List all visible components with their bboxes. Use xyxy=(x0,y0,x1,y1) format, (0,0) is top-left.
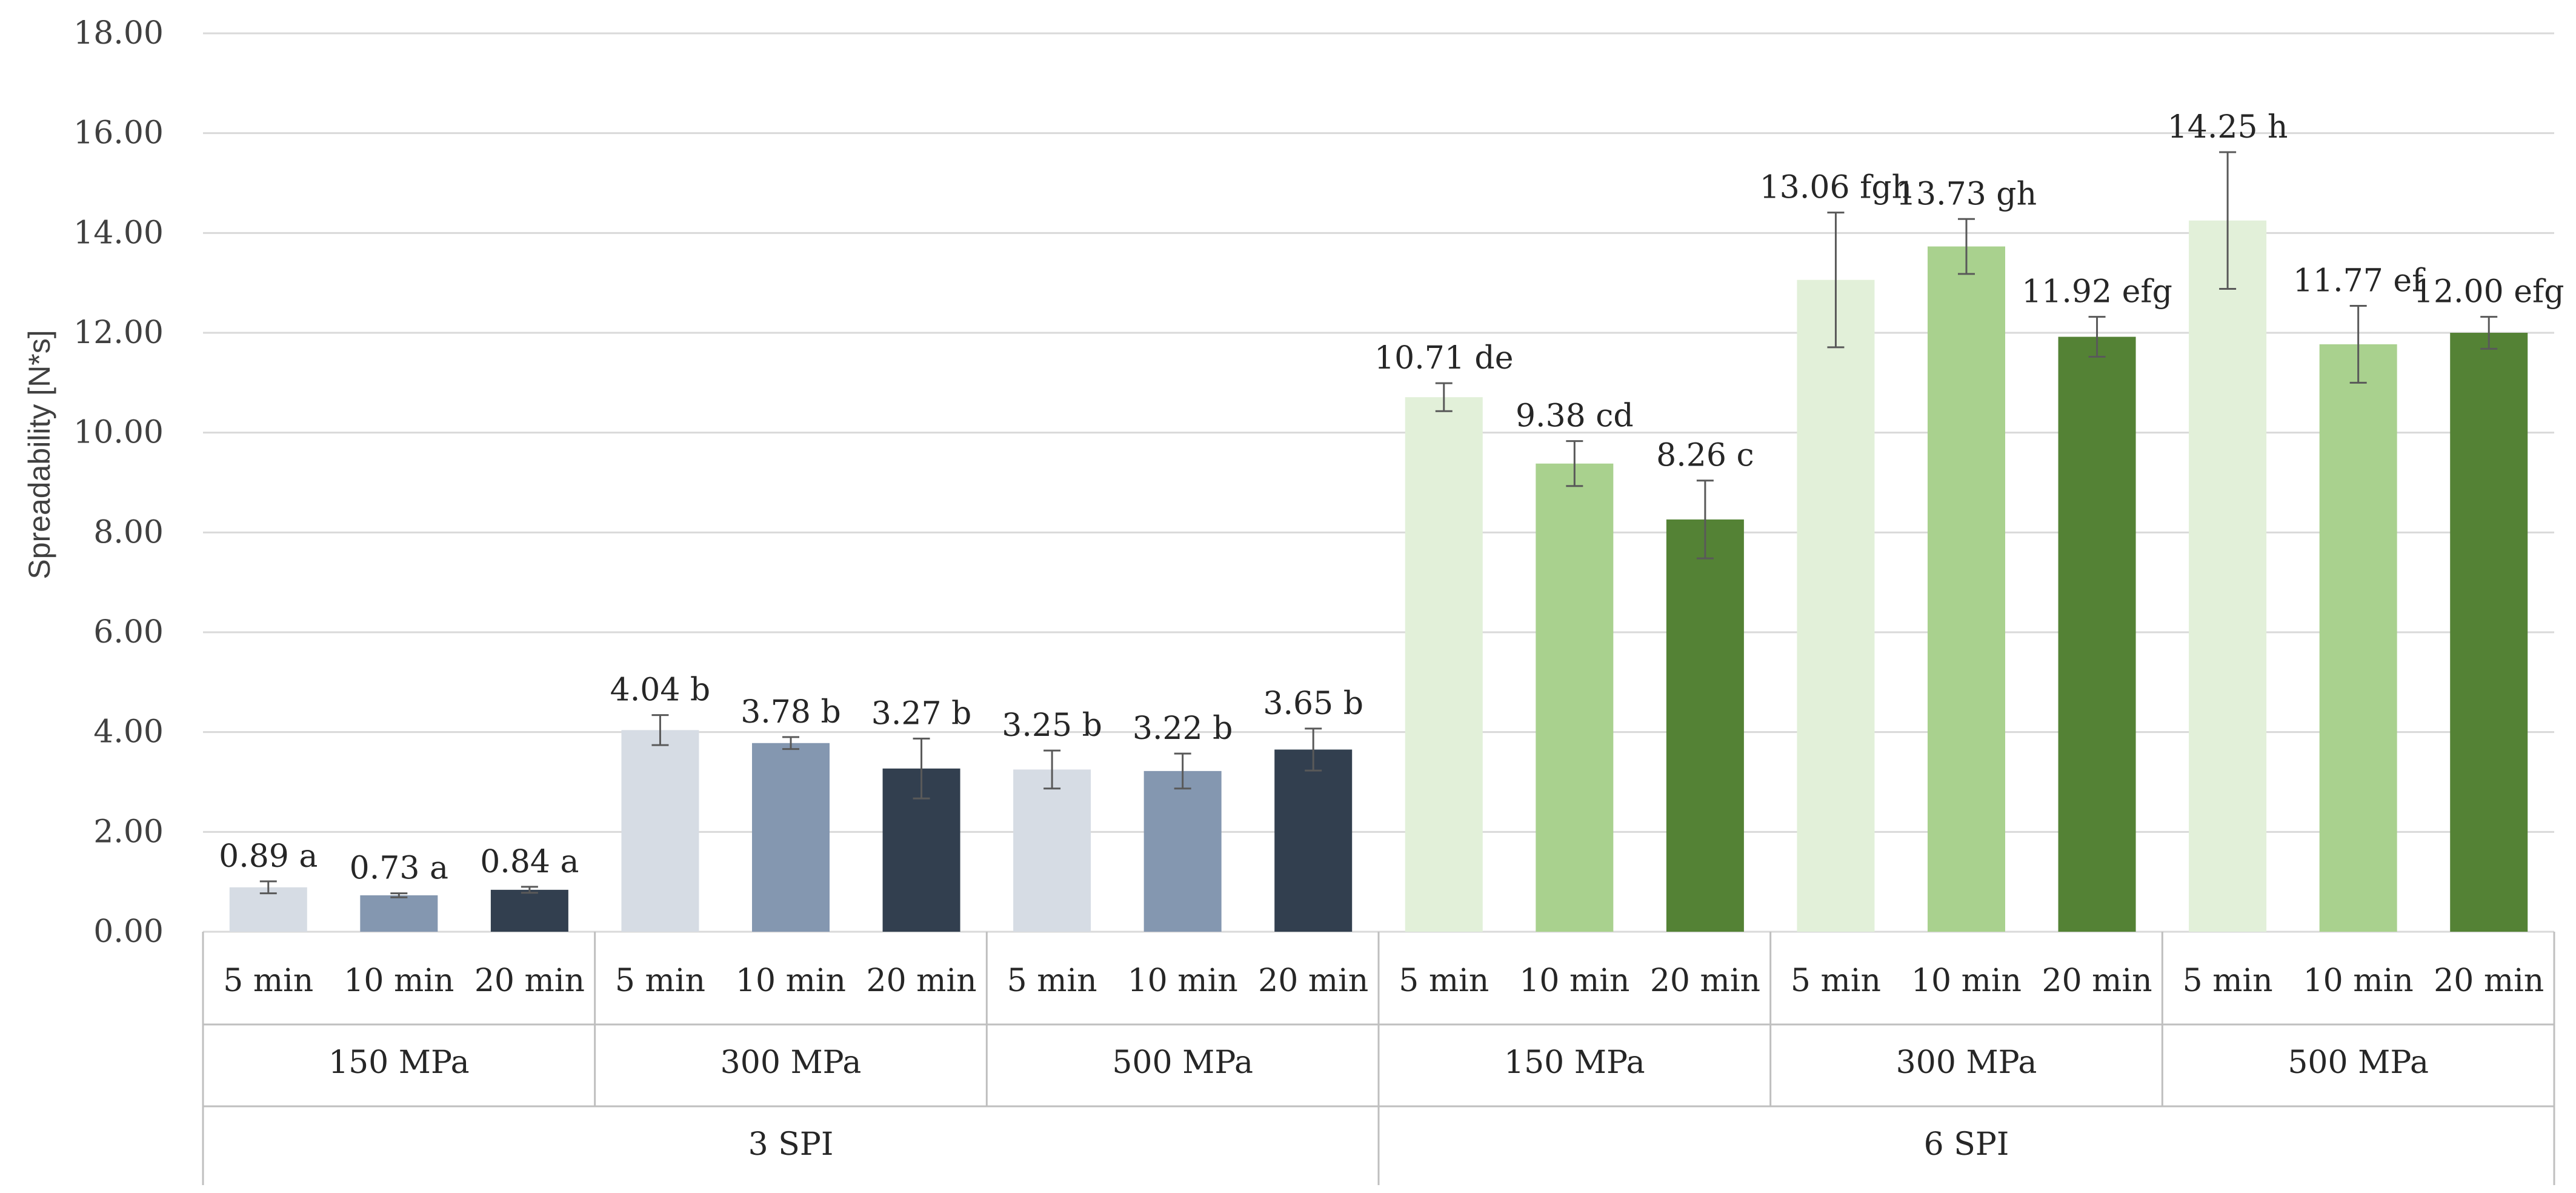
y-tick-label: 18.00 xyxy=(73,15,164,52)
bar xyxy=(2058,336,2136,932)
error-bar xyxy=(521,886,538,894)
bar xyxy=(2319,344,2397,932)
y-tick-label: 16.00 xyxy=(73,115,164,152)
y-tick-label: 14.00 xyxy=(73,215,164,251)
gridlines xyxy=(203,32,2554,933)
bar xyxy=(229,887,307,932)
y-tick-label: 6.00 xyxy=(93,614,164,650)
y-tick-label: 10.00 xyxy=(73,415,164,451)
data-label: 14.25 h xyxy=(2168,109,2288,145)
data-label: 3.27 b xyxy=(871,695,972,732)
y-axis-ticks: 0.00 2.00 4.00 6.00 8.00 10.00 12.00 14.00 16.00… xyxy=(73,15,164,950)
data-label: 0.84 a xyxy=(480,844,579,880)
x-axis-categories: 5 min 10 min 20 min 5 min 10 min 20 min 5 min 1… xyxy=(202,932,2555,1185)
axis-separators xyxy=(202,932,2555,1185)
data-label: 0.89 a xyxy=(219,838,318,875)
bar xyxy=(2450,333,2528,932)
data-label: 3.25 b xyxy=(1002,707,1102,744)
x-tick-label-time: 20 min xyxy=(1258,963,1368,999)
data-label: 11.77 ef xyxy=(2293,263,2426,299)
error-bar xyxy=(1043,749,1061,790)
error-bar xyxy=(2480,316,2498,350)
x-tick-label-time: 10 min xyxy=(736,963,846,999)
error-bar xyxy=(2349,305,2367,384)
y-tick-label: 12.00 xyxy=(73,315,164,351)
error-bar xyxy=(1435,382,1453,412)
x-tick-label-pressure: 150 MPa xyxy=(328,1044,470,1081)
bar xyxy=(1405,397,1483,932)
x-tick-label-time: 5 min xyxy=(2183,963,2273,999)
data-label: 11.92 efg xyxy=(2022,274,2172,310)
bar xyxy=(490,889,568,932)
y-tick-label: 8.00 xyxy=(93,514,164,550)
bar xyxy=(1274,749,1353,932)
error-bar xyxy=(1827,212,1845,349)
data-label: 3.22 b xyxy=(1133,710,1233,747)
bar xyxy=(1928,246,2005,932)
x-tick-label-time: 20 min xyxy=(2434,963,2544,999)
x-tick-label-time: 20 min xyxy=(2042,963,2152,999)
x-tick-label-time: 5 min xyxy=(1791,963,1881,999)
error-bar xyxy=(259,880,277,895)
data-label: 3.65 b xyxy=(1263,686,1363,722)
error-bar xyxy=(1174,752,1191,790)
error-bar xyxy=(913,737,930,800)
bars xyxy=(229,220,2528,932)
data-label: 3.78 b xyxy=(741,694,841,730)
y-tick-label: 4.00 xyxy=(93,714,164,750)
error-bar xyxy=(2088,316,2106,358)
y-tick-label: 2.00 xyxy=(93,814,164,850)
x-tick-label-time: 10 min xyxy=(2303,963,2414,999)
data-label: 0.73 a xyxy=(350,850,448,887)
x-tick-label-pressure: 500 MPa xyxy=(1112,1044,1253,1081)
error-bar xyxy=(782,736,799,750)
data-label: 8.26 c xyxy=(1656,438,1754,474)
error-bar xyxy=(2219,151,2237,290)
bar xyxy=(1666,519,1744,932)
error-bars xyxy=(259,151,2498,898)
y-axis-label: Spreadability [N*s] xyxy=(22,330,56,579)
data-label: 10.71 de xyxy=(1374,340,1513,376)
x-tick-label-pressure: 500 MPa xyxy=(2288,1044,2429,1081)
x-tick-label-pressure: 300 MPa xyxy=(721,1044,862,1081)
error-bar xyxy=(1305,727,1322,772)
data-labels: 0.89 a 0.73 a 0.84 a 4.04 b 3.78 b 3.27 b 3.25… xyxy=(219,109,2564,887)
x-tick-label-time: 10 min xyxy=(1911,963,2022,999)
x-tick-label-time: 10 min xyxy=(344,963,454,999)
error-bar xyxy=(1696,480,1714,560)
bar xyxy=(1536,463,1614,932)
x-tick-label-time: 20 min xyxy=(474,963,585,999)
x-tick-label-spi: 3 SPI xyxy=(748,1126,834,1163)
data-label: 9.38 cd xyxy=(1516,398,1634,435)
x-tick-label-pressure: 150 MPa xyxy=(1504,1044,1645,1081)
x-tick-label-time: 20 min xyxy=(866,963,976,999)
x-tick-label-time: 5 min xyxy=(1007,963,1097,999)
bar xyxy=(1013,769,1091,932)
x-tick-label-spi: 6 SPI xyxy=(1924,1126,2009,1163)
x-tick-label-time: 5 min xyxy=(615,963,705,999)
error-bar xyxy=(651,714,669,746)
x-tick-label-pressure: 300 MPa xyxy=(1896,1044,2037,1081)
x-tick-label-time: 5 min xyxy=(1399,963,1489,999)
data-label: 13.06 fgh xyxy=(1760,170,1912,206)
bar xyxy=(1797,279,1875,932)
x-tick-label-time: 20 min xyxy=(1650,963,1760,999)
x-tick-label-time: 10 min xyxy=(1519,963,1629,999)
data-label: 13.73 gh xyxy=(1896,176,2037,212)
data-label: 4.04 b xyxy=(610,672,711,709)
bar xyxy=(621,730,699,932)
bar xyxy=(2189,220,2267,932)
error-bar xyxy=(1958,218,1975,275)
x-tick-label-time: 5 min xyxy=(223,963,313,999)
data-label: 12.00 efg xyxy=(2414,274,2564,310)
y-tick-label: 0.00 xyxy=(93,914,164,950)
bar xyxy=(360,895,438,932)
error-bar xyxy=(390,892,408,898)
error-bar xyxy=(1566,440,1583,487)
bar xyxy=(1143,770,1222,932)
bar xyxy=(752,743,830,932)
x-tick-label-time: 10 min xyxy=(1128,963,1238,999)
